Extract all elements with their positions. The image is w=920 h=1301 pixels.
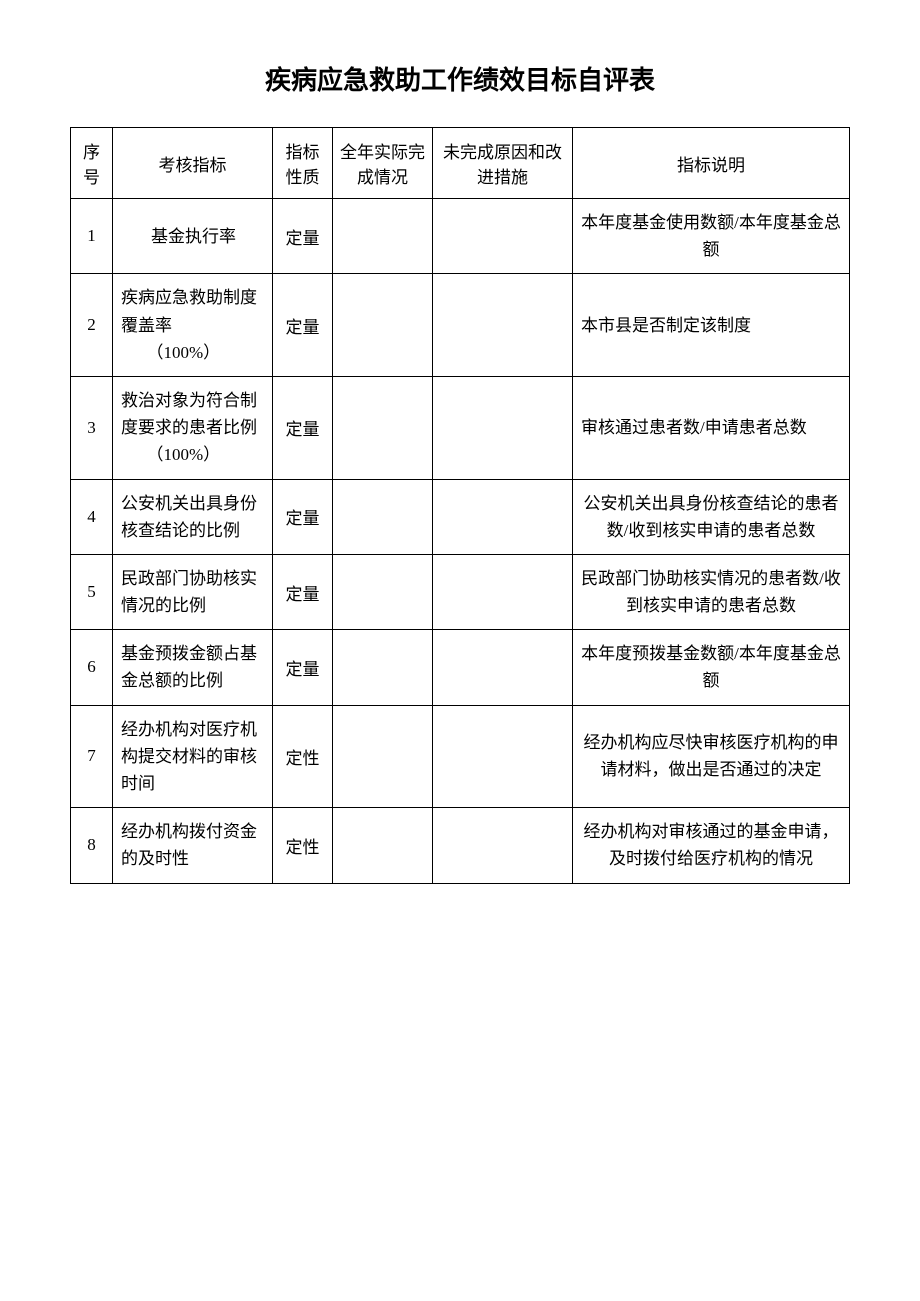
cell-actual (333, 705, 433, 808)
header-indicator: 考核指标 (113, 128, 273, 199)
cell-actual (333, 376, 433, 479)
cell-reason (433, 705, 573, 808)
cell-seq: 7 (71, 705, 113, 808)
cell-reason (433, 808, 573, 883)
cell-actual (333, 479, 433, 554)
cell-seq: 2 (71, 274, 113, 377)
cell-seq: 8 (71, 808, 113, 883)
cell-reason (433, 630, 573, 705)
cell-indicator: 基金预拨金额占基金总额的比例 (113, 630, 273, 705)
header-reason: 未完成原因和改进措施 (433, 128, 573, 199)
cell-actual (333, 630, 433, 705)
cell-nature: 定量 (273, 376, 333, 479)
cell-indicator: 疾病应急救助制度覆盖率 （100%） (113, 274, 273, 377)
table-row: 5 民政部门协助核实情况的比例 定量 民政部门协助核实情况的患者数/收到核实申请… (71, 554, 850, 629)
cell-reason (433, 274, 573, 377)
cell-reason (433, 554, 573, 629)
table-body: 1 基金执行率 定量 本年度基金使用数额/本年度基金总额 2 疾病应急救助制度覆… (71, 199, 850, 884)
indicator-suffix: （100%） (121, 441, 266, 468)
table-row: 2 疾病应急救助制度覆盖率 （100%） 定量 本市县是否制定该制度 (71, 274, 850, 377)
cell-indicator: 民政部门协助核实情况的比例 (113, 554, 273, 629)
cell-seq: 6 (71, 630, 113, 705)
cell-indicator: 公安机关出具身份核查结论的比例 (113, 479, 273, 554)
cell-nature: 定量 (273, 479, 333, 554)
cell-desc: 本市县是否制定该制度 (573, 274, 850, 377)
indicator-text: 疾病应急救助制度覆盖率 (121, 288, 257, 334)
cell-seq: 1 (71, 199, 113, 274)
cell-actual (333, 199, 433, 274)
cell-actual (333, 274, 433, 377)
cell-desc: 民政部门协助核实情况的患者数/收到核实申请的患者总数 (573, 554, 850, 629)
cell-seq: 4 (71, 479, 113, 554)
cell-desc: 经办机构对审核通过的基金申请，及时拨付给医疗机构的情况 (573, 808, 850, 883)
cell-desc: 本年度预拨基金数额/本年度基金总额 (573, 630, 850, 705)
cell-nature: 定量 (273, 554, 333, 629)
cell-desc: 本年度基金使用数额/本年度基金总额 (573, 199, 850, 274)
cell-indicator: 救治对象为符合制度要求的患者比例 （100%） (113, 376, 273, 479)
cell-reason (433, 376, 573, 479)
evaluation-table: 序号 考核指标 指标性质 全年实际完成情况 未完成原因和改进措施 指标说明 1 … (70, 127, 850, 884)
header-actual: 全年实际完成情况 (333, 128, 433, 199)
cell-nature: 定量 (273, 199, 333, 274)
cell-indicator: 经办机构拨付资金的及时性 (113, 808, 273, 883)
cell-nature: 定性 (273, 808, 333, 883)
cell-desc: 公安机关出具身份核查结论的患者数/收到核实申请的患者总数 (573, 479, 850, 554)
cell-actual (333, 554, 433, 629)
cell-nature: 定量 (273, 630, 333, 705)
cell-seq: 5 (71, 554, 113, 629)
header-desc: 指标说明 (573, 128, 850, 199)
cell-desc: 经办机构应尽快审核医疗机构的申请材料，做出是否通过的决定 (573, 705, 850, 808)
table-row: 7 经办机构对医疗机构提交材料的审核时间 定性 经办机构应尽快审核医疗机构的申请… (71, 705, 850, 808)
table-header-row: 序号 考核指标 指标性质 全年实际完成情况 未完成原因和改进措施 指标说明 (71, 128, 850, 199)
table-row: 8 经办机构拨付资金的及时性 定性 经办机构对审核通过的基金申请，及时拨付给医疗… (71, 808, 850, 883)
indicator-suffix: （100%） (121, 339, 266, 366)
cell-reason (433, 479, 573, 554)
header-seq: 序号 (71, 128, 113, 199)
cell-nature: 定性 (273, 705, 333, 808)
document-title: 疾病应急救助工作绩效目标自评表 (70, 60, 850, 97)
header-nature: 指标性质 (273, 128, 333, 199)
cell-seq: 3 (71, 376, 113, 479)
cell-actual (333, 808, 433, 883)
table-row: 1 基金执行率 定量 本年度基金使用数额/本年度基金总额 (71, 199, 850, 274)
indicator-text: 救治对象为符合制度要求的患者比例 (121, 391, 257, 437)
cell-nature: 定量 (273, 274, 333, 377)
table-row: 4 公安机关出具身份核查结论的比例 定量 公安机关出具身份核查结论的患者数/收到… (71, 479, 850, 554)
cell-desc: 审核通过患者数/申请患者总数 (573, 376, 850, 479)
cell-indicator: 经办机构对医疗机构提交材料的审核时间 (113, 705, 273, 808)
table-row: 3 救治对象为符合制度要求的患者比例 （100%） 定量 审核通过患者数/申请患… (71, 376, 850, 479)
table-row: 6 基金预拨金额占基金总额的比例 定量 本年度预拨基金数额/本年度基金总额 (71, 630, 850, 705)
cell-reason (433, 199, 573, 274)
cell-indicator: 基金执行率 (113, 199, 273, 274)
